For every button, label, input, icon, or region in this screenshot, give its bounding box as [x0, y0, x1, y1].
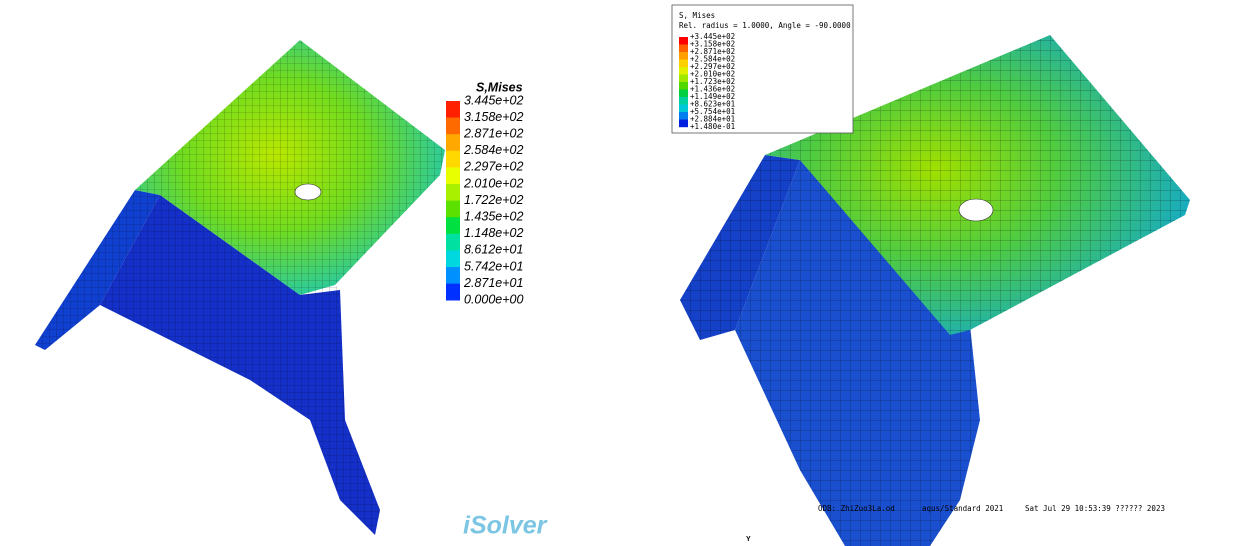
legend-swatch	[446, 267, 460, 284]
right-model	[680, 35, 1190, 546]
legend-label: 3.158e+02	[464, 110, 523, 124]
footer-odb: ODB: ZhiZuo3La.od	[818, 504, 895, 513]
legend-swatch	[679, 104, 688, 113]
legend-swatch	[446, 134, 460, 152]
legend-swatch	[446, 184, 460, 201]
legend-swatch	[679, 119, 688, 128]
legend-label: 8.612e+01	[464, 243, 523, 257]
footer-date: Sat Jul 29 10:53:39 ?????? 2023	[1025, 504, 1165, 513]
legend-label: +2.010e+02	[690, 70, 735, 79]
legend-label: +5.754e+01	[690, 107, 735, 116]
legend-swatch	[679, 52, 688, 60]
legend-swatch	[446, 167, 460, 185]
legend-label: +2.584e+02	[690, 55, 735, 64]
legend-swatch	[446, 217, 460, 235]
legend-swatch	[679, 59, 688, 68]
legend-box	[671, 4, 854, 134]
footer-version: aqus/Standard 2021	[922, 504, 1003, 513]
legend-label: 5.742e+01	[464, 259, 523, 273]
legend-label: +1.436e+02	[690, 85, 735, 94]
left-legend: S,Mises 3.445e+02 3.158e+02 2.871e+02 2.584…	[446, 80, 523, 306]
legend-label: 2.010e+02	[463, 176, 523, 190]
axis-label: Y	[746, 536, 751, 543]
legend-swatch	[679, 67, 688, 75]
legend-swatch	[446, 233, 460, 251]
legend-label: +3.158e+02	[690, 40, 735, 49]
legend-label: +2.871e+02	[690, 47, 735, 56]
legend-label: +2.884e+01	[690, 115, 735, 124]
legend-label: 1.148e+02	[464, 226, 523, 240]
legend-swatch	[679, 97, 688, 105]
legend-title: S,Mises	[476, 80, 523, 94]
legend-label: 2.871e+02	[463, 126, 523, 140]
watermark: iSolver	[463, 512, 548, 540]
legend-label: 0.000e+00	[464, 292, 523, 306]
legend-swatch	[446, 117, 460, 135]
legend-swatch	[446, 101, 460, 118]
legend-label: 2.584e+02	[463, 143, 523, 157]
legend-label: +3.445e+02	[690, 32, 735, 41]
legend-title: S, Mises	[679, 11, 715, 20]
left-model	[35, 40, 445, 535]
legend-label: 2.871e+01	[463, 276, 523, 290]
right-legend: S, Mises Rel. radius = 1.0000, Angle = -…	[671, 4, 854, 134]
legend-swatch	[679, 89, 688, 98]
legend-label: 1.722e+02	[464, 193, 523, 207]
legend-swatch	[446, 150, 460, 168]
legend-label: 3.445e+02	[464, 93, 523, 107]
legend-label: +1.149e+02	[690, 92, 735, 101]
legend-swatch	[446, 283, 460, 301]
legend-swatch	[679, 82, 688, 90]
legend-label: +1.480e-01	[690, 122, 735, 131]
legend-label: 1.435e+02	[464, 209, 523, 223]
legend-label: +8.623e+01	[690, 100, 735, 109]
legend-label: +1.723e+02	[690, 77, 735, 86]
legend-subtitle: Rel. radius = 1.0000, Angle = -90.0000	[679, 21, 851, 30]
legend-swatch	[679, 37, 688, 45]
legend-swatch	[446, 200, 460, 218]
legend-swatch	[679, 74, 688, 83]
legend-label: +2.297e+02	[690, 62, 735, 71]
legend-swatch	[446, 250, 460, 268]
legend-swatch	[679, 44, 688, 53]
legend-label: 2.297e+02	[463, 160, 523, 174]
legend-swatch	[679, 112, 688, 120]
